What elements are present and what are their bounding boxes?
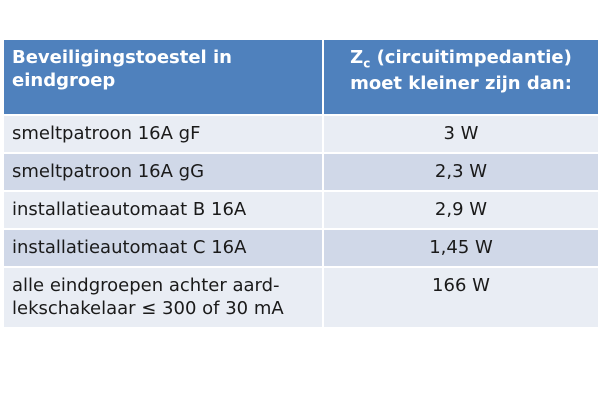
header-row: Beveiligingstoestel in eindgroep Zc (cir… <box>2 38 600 116</box>
header-subscript: c <box>363 56 371 71</box>
table-row: smeltpatroon 16A gG 2,3 W <box>2 152 600 192</box>
table-cell: 2,9 W <box>322 190 600 230</box>
table-cell: smeltpatroon 16A gG <box>2 152 324 192</box>
table-cell: 1,45 W <box>322 228 600 268</box>
table-cell: installatieautomaat B 16A <box>2 190 324 230</box>
table-row: installatieautomaat C 16A 1,45 W <box>2 228 600 268</box>
header-text: Z <box>350 47 364 68</box>
table-cell: alle eindgroepen achter aard-lekschakela… <box>2 266 324 329</box>
table-cell: smeltpatroon 16A gF <box>2 114 324 154</box>
table-cell: 3 W <box>322 114 600 154</box>
table-row: alle eindgroepen achter aard-lekschakela… <box>2 266 600 329</box>
table-cell: 166 W <box>322 266 600 329</box>
table: Beveiligingstoestel in eindgroep Zc (cir… <box>2 38 600 329</box>
header-text: (circuitimpedantie) moet kleiner zijn da… <box>350 47 572 95</box>
table-row: installatieautomaat B 16A 2,9 W <box>2 190 600 230</box>
table-cell: installatieautomaat C 16A <box>2 228 324 268</box>
header-cell: Zc (circuitimpedantie) moet kleiner zijn… <box>322 38 600 116</box>
table-row: smeltpatroon 16A gF 3 W <box>2 114 600 154</box>
header-cell: Beveiligingstoestel in eindgroep <box>2 38 324 116</box>
table-cell: 2,3 W <box>322 152 600 192</box>
